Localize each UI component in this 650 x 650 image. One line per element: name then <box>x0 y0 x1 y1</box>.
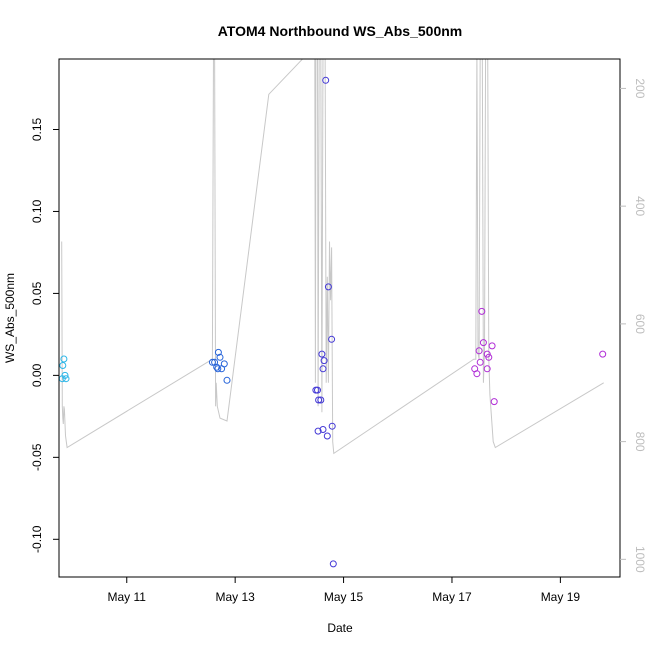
y-tick-label: -0.05 <box>30 443 44 471</box>
right-tick-label: 200 <box>633 78 647 98</box>
data-point <box>314 386 321 394</box>
background-line-series <box>61 59 604 455</box>
x-tick-label: May 19 <box>541 590 581 604</box>
data-point <box>317 396 325 404</box>
data-point <box>475 347 483 355</box>
background-line-layer <box>61 59 604 455</box>
points-layer <box>59 76 607 568</box>
axes-layer: May 11 May 13 May 15 May 17 May 19 -0.10 -0.05… <box>30 58 647 604</box>
data-point <box>329 560 337 568</box>
x-tick-label: May 15 <box>324 590 364 604</box>
data-point <box>479 339 487 347</box>
y-tick-label: -0.10 <box>30 525 44 553</box>
data-point <box>324 283 332 291</box>
x-tick-label: May 13 <box>215 590 255 604</box>
data-point <box>319 365 327 373</box>
data-point <box>599 350 607 358</box>
right-tick-label: 1000 <box>633 546 647 573</box>
data-point <box>61 371 69 379</box>
data-point <box>59 362 67 369</box>
data-point <box>478 307 486 315</box>
data-point <box>320 357 328 365</box>
data-point <box>208 358 216 366</box>
x-tick-label: May 11 <box>108 590 147 604</box>
x-axis-label: Date <box>327 621 353 635</box>
data-point <box>314 427 322 435</box>
right-tick-label: 400 <box>633 196 647 216</box>
data-point <box>62 375 70 383</box>
right-tick-label: 600 <box>633 314 647 334</box>
data-point <box>214 365 222 373</box>
data-point <box>485 353 493 361</box>
data-point <box>322 76 330 84</box>
data-point <box>223 376 231 384</box>
chart-title: ATOM4 Northbound WS_Abs_500nm <box>218 23 463 39</box>
data-point <box>490 398 498 406</box>
data-point <box>476 358 484 366</box>
data-point <box>319 426 327 433</box>
plot-frame <box>58 58 621 578</box>
y-tick-label: 0.10 <box>30 199 44 223</box>
data-point <box>488 342 496 350</box>
data-point <box>328 335 336 343</box>
data-point <box>220 360 228 368</box>
data-point <box>214 348 222 356</box>
data-point <box>216 353 224 361</box>
data-point <box>473 370 481 378</box>
data-point <box>315 396 323 404</box>
data-point <box>213 363 221 371</box>
y-axis-label: WS_Abs_500nm <box>3 273 17 363</box>
data-point <box>60 355 68 363</box>
y-tick-label: 0.15 <box>30 117 44 141</box>
y-tick-label: 0.05 <box>30 281 44 305</box>
data-point <box>318 350 326 358</box>
right-tick-label: 800 <box>633 432 647 452</box>
data-point <box>323 432 331 440</box>
data-point <box>483 365 491 373</box>
x-tick-label: May 17 <box>432 590 472 604</box>
y-tick-label: 0.00 <box>30 363 44 387</box>
data-point <box>328 422 336 430</box>
